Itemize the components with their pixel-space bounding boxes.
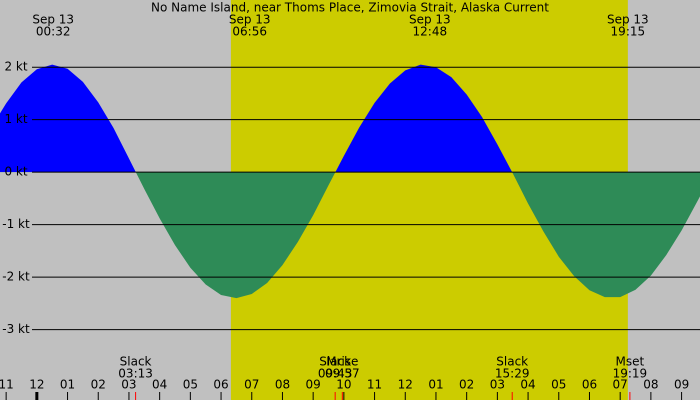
x-tick-label: 08 — [643, 378, 658, 392]
x-tick-label: 09 — [674, 378, 689, 392]
event-label: Mset — [616, 355, 645, 369]
x-tick-label: 02 — [91, 378, 106, 392]
top-date: Sep 13 — [229, 13, 271, 27]
x-tick-label: 12 — [398, 378, 413, 392]
x-tick-label: 10 — [336, 378, 351, 392]
x-tick-label: 06 — [582, 378, 597, 392]
chart-title: No Name Island, near Thoms Place, Zimovi… — [151, 1, 549, 15]
x-tick-label: 01 — [428, 378, 443, 392]
event-time: 03:13 — [118, 367, 153, 381]
event-label: Slack — [120, 355, 152, 369]
top-date: Sep 13 — [32, 13, 74, 27]
y-tick-label: 2 kt — [4, 60, 27, 74]
x-tick-label: 04 — [520, 378, 535, 392]
top-time: 00:32 — [36, 25, 71, 39]
y-tick-label: 1 kt — [4, 112, 27, 126]
event-time: 15:29 — [495, 367, 530, 381]
x-tick-label: 05 — [551, 378, 566, 392]
top-date: Sep 13 — [409, 13, 451, 27]
y-tick-label: -2 kt — [2, 270, 30, 284]
event-label: Slack — [496, 355, 528, 369]
event-label: Mrise — [326, 355, 358, 369]
top-date: Sep 13 — [607, 13, 649, 27]
event-label: Slack — [319, 355, 351, 369]
y-tick-label: -1 kt — [2, 217, 30, 231]
x-tick-label: 09 — [306, 378, 321, 392]
x-tick-label: 07 — [244, 378, 259, 392]
event-time: 09:43 — [318, 367, 353, 381]
ebb-area — [135, 172, 700, 299]
y-tick-label: -3 kt — [2, 322, 30, 336]
x-tick-label: 01 — [60, 378, 75, 392]
x-tick-label: 07 — [613, 378, 628, 392]
x-tick-label: 03 — [121, 378, 136, 392]
x-tick-label: 02 — [459, 378, 474, 392]
top-time: 19:15 — [611, 25, 646, 39]
top-time: 06:56 — [232, 25, 267, 39]
x-tick-label: 12 — [29, 378, 44, 392]
event-time: 19:19 — [613, 367, 648, 381]
x-tick-label: 05 — [183, 378, 198, 392]
top-time: 12:48 — [413, 25, 448, 39]
x-tick-label: 03 — [490, 378, 505, 392]
y-tick-label: 0 kt — [4, 165, 27, 179]
x-tick-label: 11 — [367, 378, 382, 392]
x-tick-label: 04 — [152, 378, 167, 392]
event-time: 09:57 — [325, 367, 360, 381]
x-tick-label: 11 — [0, 378, 14, 392]
flood-area — [0, 64, 700, 173]
x-tick-label: 06 — [213, 378, 228, 392]
x-tick-label: 08 — [275, 378, 290, 392]
